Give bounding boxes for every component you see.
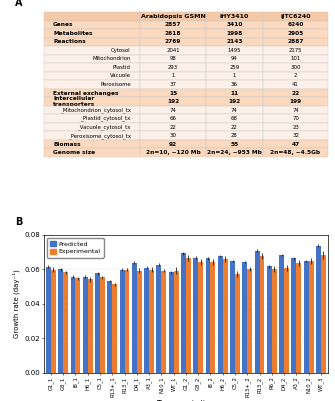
Bar (156, 265, 161, 373)
Bar (243, 262, 247, 373)
Bar (309, 261, 314, 373)
Bar (120, 270, 125, 373)
Bar (284, 268, 289, 373)
Bar (304, 261, 309, 373)
Bar (247, 269, 252, 373)
Text: B: B (15, 217, 22, 227)
Bar (260, 256, 264, 373)
Bar (144, 267, 149, 373)
Bar (149, 270, 154, 373)
Bar (58, 269, 63, 373)
Bar (230, 261, 235, 373)
Bar (51, 270, 56, 373)
Bar (186, 257, 191, 373)
Bar (210, 262, 215, 373)
Bar (181, 253, 186, 373)
Legend: Predicted, Experimental: Predicted, Experimental (47, 238, 104, 257)
Bar (198, 262, 203, 373)
Bar (193, 257, 198, 373)
Bar (279, 255, 284, 373)
Bar (63, 272, 68, 373)
Bar (223, 259, 228, 373)
Bar (218, 256, 223, 373)
Bar (206, 259, 210, 373)
Bar (137, 271, 142, 373)
Bar (71, 277, 75, 373)
Bar (255, 251, 260, 373)
Bar (296, 263, 301, 373)
Bar (174, 271, 179, 373)
Bar (75, 278, 80, 373)
Bar (100, 277, 105, 373)
Bar (321, 255, 326, 373)
Bar (125, 270, 129, 373)
Bar (132, 263, 137, 373)
Bar (267, 266, 272, 373)
X-axis label: Transgenic line: Transgenic line (157, 400, 215, 401)
Bar (272, 269, 277, 373)
Y-axis label: Growth rate (day⁻¹): Growth rate (day⁻¹) (13, 269, 20, 338)
Bar (291, 259, 296, 373)
Bar (46, 267, 51, 373)
Bar (235, 274, 240, 373)
Bar (316, 245, 321, 373)
Bar (161, 271, 166, 373)
Bar (83, 277, 88, 373)
Bar (95, 273, 100, 373)
Bar (108, 281, 112, 373)
Bar (88, 279, 93, 373)
Bar (112, 284, 117, 373)
Bar (169, 272, 174, 373)
Text: A: A (15, 0, 22, 8)
